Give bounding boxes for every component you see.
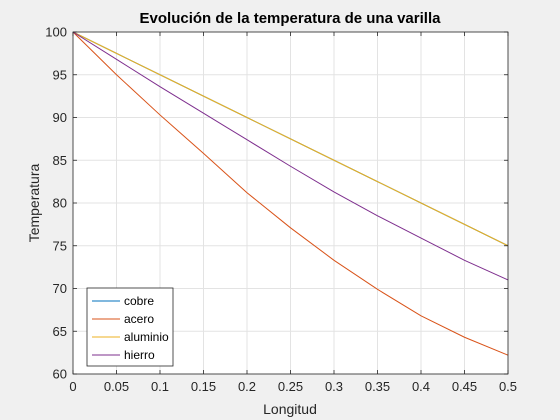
ticks: 0 0.05 0.1 0.15 0.2 0.25 0.3 0.35 0.4 0.45 0.5 60 65… [45,25,517,395]
y-tick-label: 95 [53,67,67,82]
legend-label-cobre: cobre [124,294,154,308]
x-tick-label: 0.35 [365,379,390,394]
y-tick-label: 65 [53,324,67,339]
chart-title: Evolución de la temperatura de una varil… [140,10,442,27]
series-line-aluminio [72,31,509,247]
legend-label-hierro: hierro [124,348,155,362]
y-tick-label: 85 [53,153,67,168]
x-tick-label: 0.4 [412,379,430,394]
y-tick-label: 60 [53,367,67,382]
y-tick-label: 100 [45,25,67,40]
legend-label-acero: acero [124,312,154,326]
x-tick-label: 0.3 [325,379,343,394]
y-tick-label: 90 [53,110,67,125]
legend: cobre acero aluminio hierro [86,287,174,367]
x-tick-label: 0.05 [104,379,129,394]
series-line-hierro [72,31,509,281]
y-tick-label: 70 [53,281,67,296]
series-line-acero [72,31,509,356]
y-tick-label: 80 [53,196,67,211]
y-tick-label: 75 [53,238,67,253]
series-group [72,31,509,356]
x-tick-label: 0.2 [238,379,256,394]
x-tick-label: 0.25 [278,379,303,394]
x-tick-label: 0 [69,379,76,394]
y-axis-label: Temperatura [26,163,42,242]
legend-label-aluminio: aluminio [124,330,169,344]
x-tick-label: 0.5 [499,379,517,394]
x-axis-label: Longitud [263,401,317,417]
x-tick-label: 0.45 [452,379,477,394]
x-tick-label: 0.15 [191,379,216,394]
x-tick-label: 0.1 [151,379,169,394]
